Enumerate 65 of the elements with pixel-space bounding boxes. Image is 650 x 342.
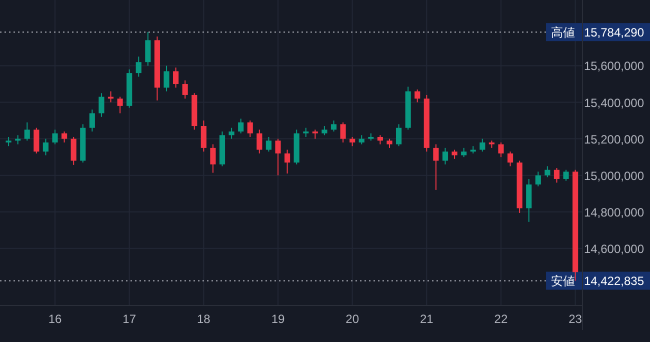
y-tick-label: 15,200,000: [584, 132, 644, 146]
candlestick: [554, 168, 560, 184]
text: 15,784,290: [584, 26, 644, 40]
candlestick: [461, 147, 467, 158]
candlestick: [433, 144, 439, 190]
candlestick: [200, 120, 206, 152]
candlestick: [452, 149, 458, 160]
candlestick: [275, 138, 281, 176]
candlestick: [145, 32, 151, 66]
candlestick: [563, 169, 569, 182]
candlestick: [247, 120, 253, 138]
x-tick-label: 19: [271, 312, 285, 326]
y-tick-label: 15,400,000: [584, 96, 644, 110]
candlestick: [52, 129, 58, 145]
candlestick: [210, 144, 216, 174]
candlestick: [396, 124, 402, 147]
candlestick: [535, 171, 541, 187]
candlestick: [442, 147, 448, 165]
candlestick: [98, 92, 104, 118]
candlestick: [228, 127, 234, 140]
candlestick: [256, 129, 262, 154]
candlestick: [164, 65, 170, 92]
x-tick-label: 22: [494, 312, 508, 326]
candlestick: [42, 138, 48, 156]
candlestick: [117, 96, 123, 114]
y-tick-label: 14,800,000: [584, 205, 644, 220]
candlestick: [303, 127, 309, 138]
candlestick: [136, 56, 142, 78]
candlestick: [322, 126, 328, 136]
candlestick: [386, 138, 392, 148]
candlestick: [34, 127, 40, 154]
candlestick: [330, 120, 337, 132]
candlestick: [526, 178, 532, 222]
y-tick-label: 15,600,000: [584, 59, 644, 74]
candlestick: [70, 136, 76, 166]
candlestick: [350, 136, 356, 147]
candlestick: [498, 142, 504, 158]
x-tick-label: 16: [48, 312, 62, 326]
text: 14,422,835: [584, 274, 644, 288]
candlestick: [24, 122, 30, 142]
candlestick: [480, 138, 486, 152]
candlestick: [6, 136, 12, 147]
candlestick: [507, 151, 514, 167]
x-tick-label: 17: [122, 312, 136, 326]
candlestick: [414, 88, 420, 103]
candlestick: [544, 166, 550, 178]
candlestick: [62, 130, 68, 143]
ref-line-label: 高値: [551, 26, 575, 40]
candlestick: [377, 134, 383, 145]
ref-line-label: 安値: [551, 274, 575, 288]
candlestick: [89, 109, 95, 132]
candlestick: [173, 67, 179, 88]
y-tick-label: 14,600,000: [584, 242, 644, 256]
candlestick: [312, 129, 318, 140]
x-tick-label: 20: [346, 312, 360, 326]
candlestick: [182, 80, 188, 100]
x-tick-label: 21: [420, 312, 434, 326]
candlestick: [238, 118, 244, 134]
x-tick-label: 18: [196, 312, 211, 326]
candlestick: [266, 136, 272, 152]
candlestick: [340, 122, 346, 143]
candlestick: [358, 134, 364, 145]
y-tick-label: 15,000,000: [584, 168, 644, 183]
x-tick-label: 23: [568, 312, 582, 326]
candlestick: [284, 149, 290, 174]
